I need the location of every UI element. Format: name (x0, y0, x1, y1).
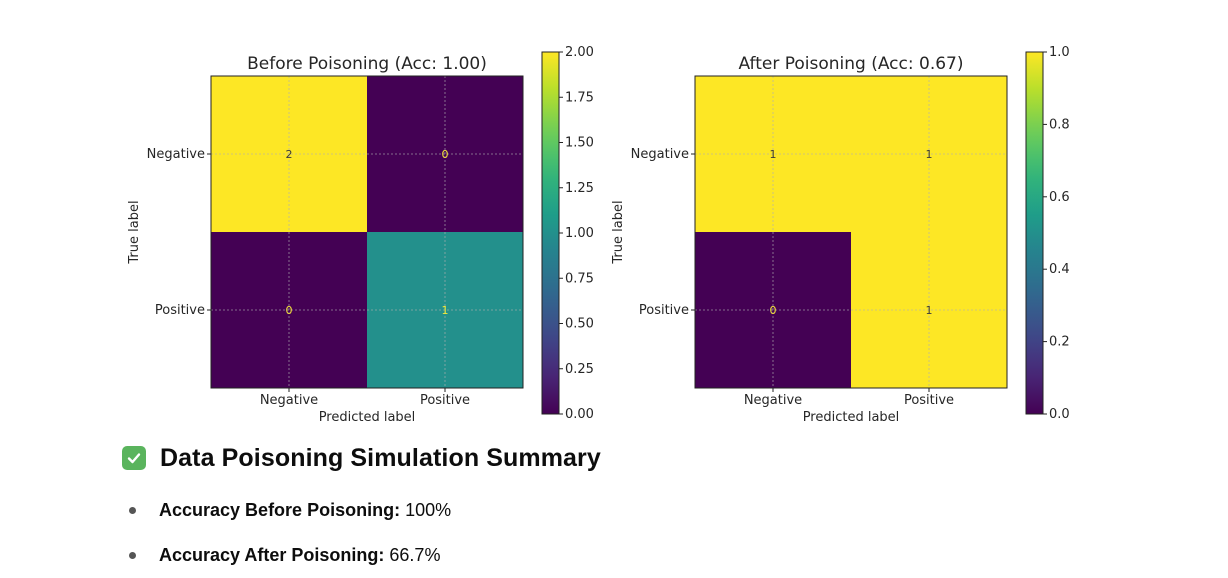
confusion-matrix-chart: Before Poisoning (Acc: 1.00) 2 0 0 1 Negative… (127, 45, 594, 425)
x-tick-label: Negative (744, 393, 802, 408)
plot-frame (210, 75, 524, 389)
list-item: Accuracy After Poisoning: 66.7% (122, 533, 1022, 578)
colorbar-tick-label: 0.25 (565, 362, 594, 377)
cell-value-label: 1 (926, 304, 933, 317)
colorbar-tick-label: 0.00 (565, 407, 594, 422)
x-tick-label: Negative (260, 393, 318, 408)
plot-frame (694, 75, 1008, 389)
colorbar-tick-label: 0.75 (565, 271, 594, 286)
colorbar-tick-label: 0.0 (1049, 407, 1070, 422)
list-item: Accuracy Before Poisoning: 100% (122, 488, 1022, 533)
cell-value-label: 1 (926, 148, 933, 161)
colorbar-tick-label: 0.6 (1049, 190, 1070, 205)
colorbar (541, 51, 560, 415)
cell-value-label: 2 (286, 148, 293, 161)
item-label: Accuracy Before Poisoning: (159, 500, 401, 520)
cell-value-label: 0 (442, 148, 449, 161)
colorbar-tick-label: 2.00 (565, 45, 594, 60)
colorbar-tick-label: 0.4 (1049, 262, 1070, 277)
x-axis-label: Predicted label (803, 410, 900, 425)
summary-list: Accuracy Before Poisoning: 100% Accuracy… (122, 488, 1022, 578)
bullet-dot (129, 552, 136, 559)
y-tick-label: Positive (639, 303, 689, 318)
chart-title: After Poisoning (Acc: 0.67) (739, 54, 964, 74)
y-axis-label: True label (127, 200, 142, 264)
colorbar-tick-label: 1.75 (565, 90, 594, 105)
y-tick-label: Negative (147, 147, 205, 162)
cell-value-label: 0 (770, 304, 777, 317)
summary-title: Data Poisoning Simulation Summary (160, 443, 601, 472)
colorbar-tick-label: 1.0 (1049, 45, 1070, 60)
item-label: Accuracy After Poisoning: (159, 545, 385, 565)
item-value: 66.7% (389, 545, 441, 565)
x-tick-label: Positive (904, 393, 954, 408)
y-axis-label: True label (611, 200, 626, 264)
check-mark-icon (122, 446, 146, 470)
y-tick-label: Negative (631, 147, 689, 162)
colorbar-tick-label: 0.50 (565, 317, 594, 332)
y-tick-label: Positive (155, 303, 205, 318)
cell-value-label: 1 (442, 304, 449, 317)
cell-value-label: 0 (286, 304, 293, 317)
colorbar-tick-label: 1.50 (565, 136, 594, 151)
colorbar-tick-label: 1.00 (565, 226, 594, 241)
summary-section: Data Poisoning Simulation Summary Accura… (122, 440, 1022, 578)
bullet-dot (129, 507, 136, 514)
cell-value-label: 1 (770, 148, 777, 161)
colorbar (1025, 51, 1044, 415)
x-tick-label: Positive (420, 393, 470, 408)
x-axis-label: Predicted label (319, 410, 416, 425)
colorbar-tick-label: 0.2 (1049, 335, 1070, 350)
summary-heading: Data Poisoning Simulation Summary (122, 440, 1022, 476)
confusion-matrix-figure: Before Poisoning (Acc: 1.00) 2 0 0 1 Negative… (127, 45, 1070, 425)
colorbar-tick-label: 1.25 (565, 181, 594, 196)
item-value: 100% (405, 500, 452, 520)
colorbar-tick-label: 0.8 (1049, 117, 1070, 132)
chart-title: Before Poisoning (Acc: 1.00) (247, 54, 487, 74)
